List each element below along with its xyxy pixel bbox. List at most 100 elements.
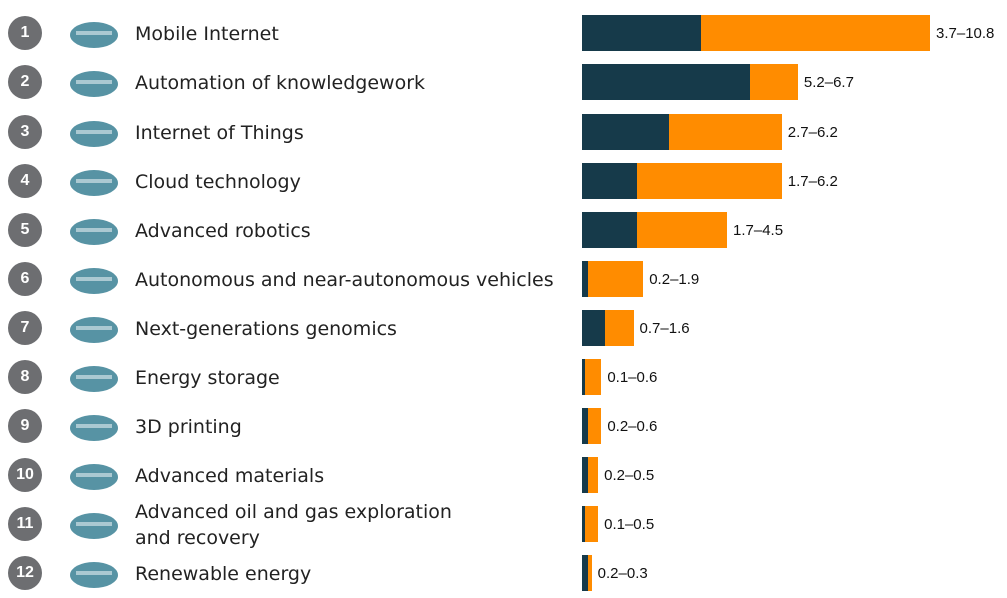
category-label: Mobile Internet <box>135 22 279 45</box>
bar-range <box>585 506 599 542</box>
bar-range <box>701 15 930 51</box>
value-label: 2.7–6.2 <box>787 123 838 141</box>
icon-svg <box>70 513 118 539</box>
category-label: 3D printing <box>135 415 242 438</box>
bar-range <box>636 163 782 199</box>
row: 2 Automation of knowledgework <box>0 58 1007 107</box>
icon-detail <box>76 277 112 281</box>
bar-range <box>669 114 782 150</box>
row: 10 Advanced materials <box>0 451 1007 500</box>
row: 7 Next-generations genomics <box>0 304 1007 353</box>
row: 1 Mobile Internet <box>0 9 1007 58</box>
icon <box>64 112 124 152</box>
rank-number: 4 <box>8 164 42 198</box>
rank-number: 12 <box>8 556 42 590</box>
category-label: Autonomous and near-autonomous vehicles <box>135 268 554 291</box>
category-label: Advanced robotics <box>135 219 311 242</box>
bar-low <box>582 506 586 542</box>
category-label: Cloud technology <box>135 170 301 193</box>
bar-low <box>582 15 702 51</box>
icon <box>64 357 124 397</box>
row: 5 Advanced robotics <box>0 206 1007 255</box>
bar-range <box>588 408 602 444</box>
rank-number: 9 <box>8 409 42 443</box>
icon <box>64 553 124 593</box>
bar-low <box>582 114 669 150</box>
value-label: 3.7–10.8 <box>936 24 995 42</box>
rank-number: 8 <box>8 360 42 394</box>
bar-range <box>588 261 644 297</box>
value-label: 5.2–6.7 <box>803 73 854 91</box>
icon <box>64 455 124 495</box>
icon-detail <box>76 31 112 35</box>
icon-svg <box>70 415 118 441</box>
value-label: 0.2–0.5 <box>604 466 655 484</box>
value-label: 1.7–4.5 <box>733 221 784 239</box>
rank-number: 6 <box>8 262 42 296</box>
rank-number: 10 <box>8 458 42 492</box>
icon-detail <box>76 571 112 575</box>
value-label: 0.2–0.3 <box>597 564 648 582</box>
row: 11 Advanced oil and gas exploration and r… <box>0 500 1007 549</box>
bar-low <box>582 359 586 395</box>
bar-low <box>582 163 637 199</box>
bar-low <box>582 212 637 248</box>
icon <box>64 308 124 348</box>
icon <box>64 13 124 53</box>
category-label: Next-generations genomics <box>135 317 397 340</box>
bar-range <box>588 457 599 493</box>
row: 8 Energy storage <box>0 353 1007 402</box>
icon-svg <box>70 170 118 196</box>
category-label: Advanced oil and gas exploration and rec… <box>135 500 452 549</box>
icon-detail <box>76 228 112 232</box>
icon-svg <box>70 121 118 147</box>
icon-detail <box>76 326 112 330</box>
icon-svg <box>70 268 118 294</box>
rank-number: 7 <box>8 311 42 345</box>
icon-svg <box>70 366 118 392</box>
bar-low <box>582 64 750 100</box>
icon-detail <box>76 522 112 526</box>
icon-detail <box>76 130 112 134</box>
row: 12 Renewable energy <box>0 549 1007 598</box>
category-label: Renewable energy <box>135 562 312 585</box>
bar-low <box>582 555 589 591</box>
rank-number: 3 <box>8 115 42 149</box>
bar-low <box>582 408 589 444</box>
rank-number: 1 <box>8 16 42 50</box>
icon-svg <box>70 317 118 343</box>
bar-range <box>588 555 592 591</box>
bar-range <box>585 359 602 395</box>
icon <box>64 504 124 544</box>
icon <box>64 161 124 201</box>
category-label: Automation of knowledgework <box>135 71 426 94</box>
icon-detail <box>76 375 112 379</box>
bar-low <box>582 310 605 346</box>
row: 3 Internet of Things <box>0 108 1007 157</box>
icon-svg <box>70 219 118 245</box>
icon <box>64 406 124 446</box>
icon-detail <box>76 473 112 477</box>
icon-svg <box>70 562 118 588</box>
value-label: 0.1–0.6 <box>607 368 658 386</box>
row: 4 Cloud technology <box>0 157 1007 206</box>
icon <box>64 210 124 250</box>
icon-svg <box>70 71 118 97</box>
rank-number: 2 <box>8 65 42 99</box>
rank-number: 5 <box>8 213 42 247</box>
icon-detail <box>76 424 112 428</box>
value-label: 0.2–1.9 <box>649 270 700 288</box>
icon-detail <box>76 80 112 84</box>
value-label: 0.7–1.6 <box>639 319 690 337</box>
row: 6 Autonomous and near-autonomous vehicles <box>0 255 1007 304</box>
bar-low <box>582 457 589 493</box>
rank-number: 11 <box>8 507 42 541</box>
bar-range <box>604 310 634 346</box>
icon-detail <box>76 179 112 183</box>
icon <box>64 259 124 299</box>
category-label: Advanced materials <box>135 464 325 487</box>
bar-range <box>636 212 727 248</box>
value-label: 0.1–0.5 <box>604 515 655 533</box>
bar-range <box>749 64 798 100</box>
